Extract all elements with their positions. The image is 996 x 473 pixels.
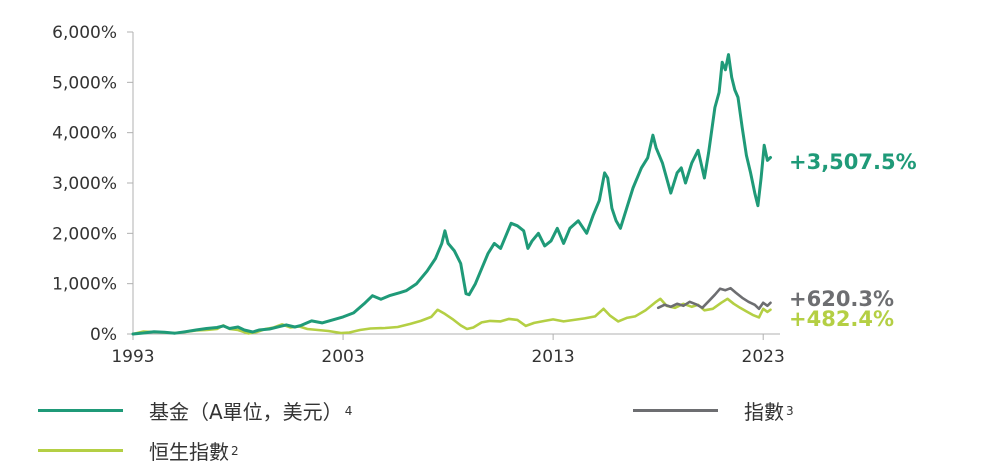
series-layer: [131, 53, 772, 336]
end-label-fund: +3,507.5%: [789, 150, 917, 174]
y-axis: 0% 1,000% 2,000% 3,000% 4,000% 5,000% 6,000%: [52, 23, 134, 345]
x-tick-label: 2003: [321, 347, 364, 367]
end-label-index: +620.3%: [789, 287, 894, 311]
y-tick-label: 4,000%: [52, 124, 117, 144]
legend-item-index: 指數 3: [633, 396, 794, 425]
legend-item-fund: 基金（A單位，美元） 4: [38, 396, 352, 425]
end-label-hsi: +482.4%: [789, 307, 894, 331]
end-labels: +3,507.5% +620.3%+482.4%: [789, 150, 917, 331]
legend-label-hsi: 恒生指數: [149, 440, 229, 464]
y-tick-label: 5,000%: [52, 73, 117, 93]
legend-swatch-fund: [38, 409, 123, 412]
x-tick-label: 2013: [531, 347, 574, 367]
legend-sup-index: 3: [786, 403, 794, 418]
y-tick-label: 3,000%: [52, 174, 117, 194]
legend-label-fund: 基金（A單位，美元）: [149, 400, 343, 424]
legend-sup-hsi: 2: [231, 443, 239, 458]
legend-sup-fund: 4: [344, 403, 353, 418]
legend-item-hsi: 恒生指數 2: [38, 436, 239, 465]
x-axis: 1993 2003 2013 2023: [111, 333, 785, 367]
x-tick-label: 1993: [111, 347, 154, 367]
legend-label-index: 指數: [744, 400, 784, 424]
x-tick-label: 2023: [742, 347, 785, 367]
line-chart: 0% 1,000% 2,000% 3,000% 4,000% 5,000% 6,000% 1…: [52, 23, 917, 367]
y-tick-label: 0%: [90, 325, 117, 345]
y-tick-label: 6,000%: [52, 23, 117, 43]
y-tick-label: 2,000%: [52, 224, 117, 244]
legend-swatch-index: [633, 409, 718, 412]
y-tick-label: 1,000%: [52, 275, 117, 295]
series-line-index: [656, 286, 772, 311]
legend-swatch-hsi: [38, 449, 123, 452]
series-line-fund: [131, 53, 772, 336]
